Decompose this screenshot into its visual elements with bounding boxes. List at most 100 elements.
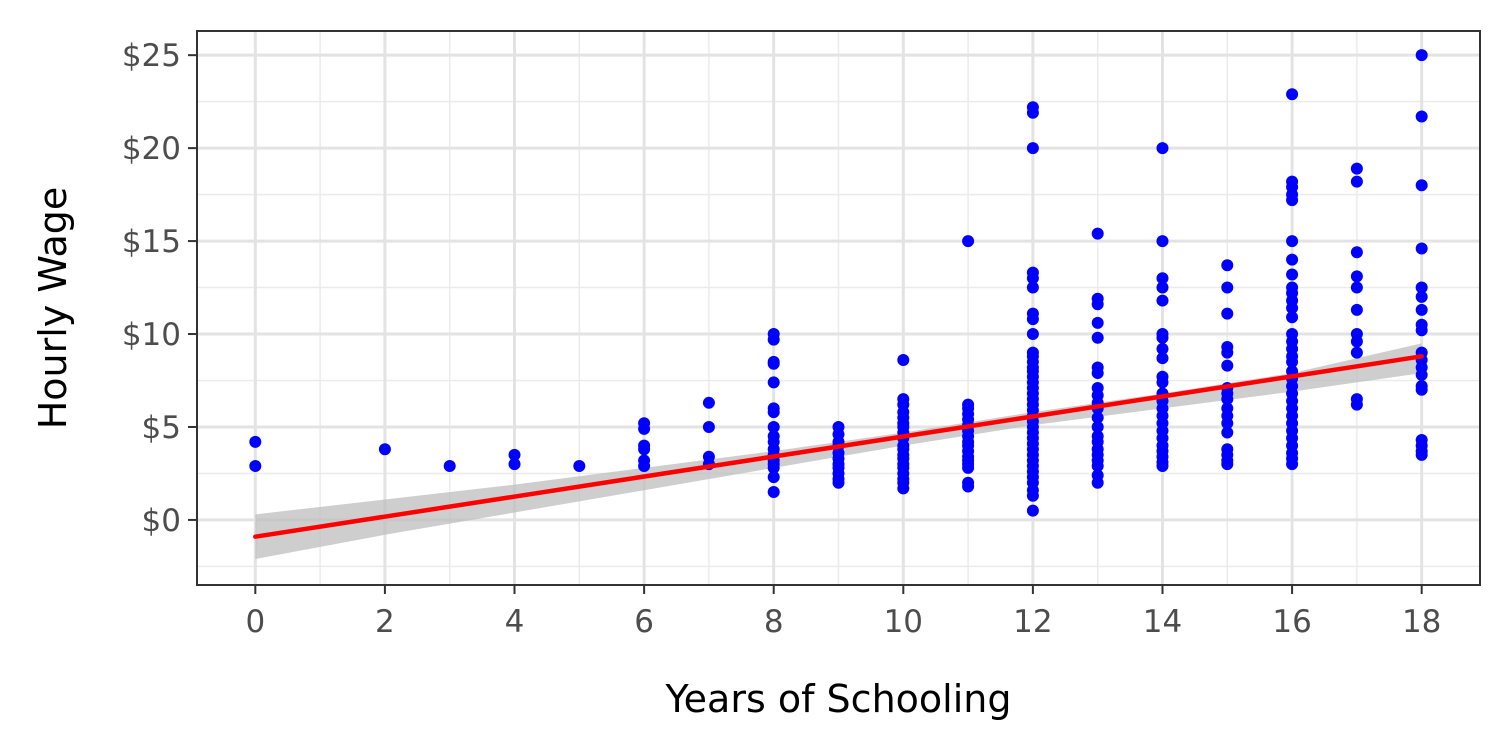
data-point	[832, 476, 845, 489]
data-point	[1156, 331, 1169, 344]
data-point	[1350, 175, 1363, 188]
x-tick-label: 18	[1402, 604, 1441, 640]
data-point	[1415, 383, 1428, 396]
data-point	[1350, 270, 1363, 283]
data-point	[1350, 246, 1363, 259]
data-point	[1350, 335, 1363, 348]
data-point	[1350, 303, 1363, 316]
regression-line	[253, 354, 1424, 539]
data-point	[638, 422, 651, 435]
x-tick-label: 12	[1013, 604, 1052, 640]
data-point	[1091, 420, 1104, 433]
data-point	[897, 482, 910, 495]
data-point	[1415, 324, 1428, 337]
data-point	[443, 460, 456, 473]
data-point	[1156, 142, 1169, 155]
data-point	[1286, 253, 1299, 266]
fit-line-layer	[253, 354, 1424, 539]
x-tick-label: 10	[884, 604, 923, 640]
data-point	[1026, 281, 1039, 294]
data-point	[1221, 426, 1234, 439]
data-point	[1415, 303, 1428, 316]
data-point	[1026, 313, 1039, 326]
data-point	[1221, 259, 1234, 272]
data-point	[1415, 281, 1428, 294]
y-tick-label: $25	[122, 38, 181, 74]
data-point	[1026, 489, 1039, 502]
x-tick-label: 16	[1272, 604, 1311, 640]
data-point	[767, 333, 780, 346]
data-point	[1091, 460, 1104, 473]
data-point	[1156, 281, 1169, 294]
data-point	[1221, 281, 1234, 294]
data-point	[1156, 352, 1169, 365]
data-point	[1026, 272, 1039, 285]
data-point	[1221, 417, 1234, 430]
data-point	[1026, 328, 1039, 341]
y-axis-title: Hourly Wage	[31, 187, 75, 430]
data-point	[1026, 504, 1039, 517]
plot-border	[196, 30, 1481, 586]
data-point	[1091, 316, 1104, 329]
data-point	[638, 460, 651, 473]
data-point	[767, 357, 780, 370]
x-tick-label: 4	[505, 604, 525, 640]
data-point	[508, 448, 521, 461]
data-point	[1415, 290, 1428, 303]
data-point	[767, 406, 780, 419]
data-point	[702, 396, 715, 409]
data-point	[767, 486, 780, 499]
data-point	[1091, 298, 1104, 311]
data-point	[1350, 346, 1363, 359]
data-point	[1026, 142, 1039, 155]
data-point	[1286, 355, 1299, 368]
data-point	[962, 461, 975, 474]
data-point	[1350, 281, 1363, 294]
data-point	[1415, 110, 1428, 123]
data-point	[508, 458, 521, 471]
data-point	[1091, 411, 1104, 424]
data-point	[1156, 342, 1169, 355]
data-point	[1091, 367, 1104, 380]
data-point	[767, 420, 780, 433]
x-axis-title: Years of Schooling	[665, 677, 1012, 721]
data-point	[573, 460, 586, 473]
data-point	[962, 480, 975, 493]
data-point	[1415, 179, 1428, 192]
data-point	[1286, 194, 1299, 207]
y-tick-label: $15	[122, 224, 181, 260]
y-tick-label: $10	[122, 317, 181, 353]
data-point	[249, 435, 262, 448]
data-point	[767, 376, 780, 389]
data-point	[1221, 393, 1234, 406]
data-point	[1156, 272, 1169, 285]
data-point	[1350, 398, 1363, 411]
data-point	[1091, 476, 1104, 489]
data-point	[1091, 227, 1104, 240]
data-point	[1415, 49, 1428, 62]
data-point	[1221, 359, 1234, 372]
data-point	[1286, 458, 1299, 471]
y-tick-label: $20	[122, 131, 181, 167]
data-point	[1415, 448, 1428, 461]
data-point	[378, 443, 391, 456]
data-point	[1026, 106, 1039, 119]
data-point	[702, 420, 715, 433]
data-point	[1221, 458, 1234, 471]
data-point	[1350, 162, 1363, 175]
data-point	[962, 235, 975, 248]
data-point	[1156, 376, 1169, 389]
data-point	[1091, 331, 1104, 344]
x-tick-label: 2	[375, 604, 395, 640]
data-point	[1286, 311, 1299, 324]
data-point	[1286, 302, 1299, 314]
data-point	[1156, 460, 1169, 473]
data-point	[249, 460, 262, 473]
data-point	[1221, 307, 1234, 320]
data-point	[1286, 235, 1299, 248]
data-point	[767, 461, 780, 474]
data-point	[1415, 242, 1428, 255]
x-tick-label: 14	[1143, 604, 1182, 640]
x-axis: 0 2 4 6 8 10 12 14 16 18	[245, 585, 1441, 640]
